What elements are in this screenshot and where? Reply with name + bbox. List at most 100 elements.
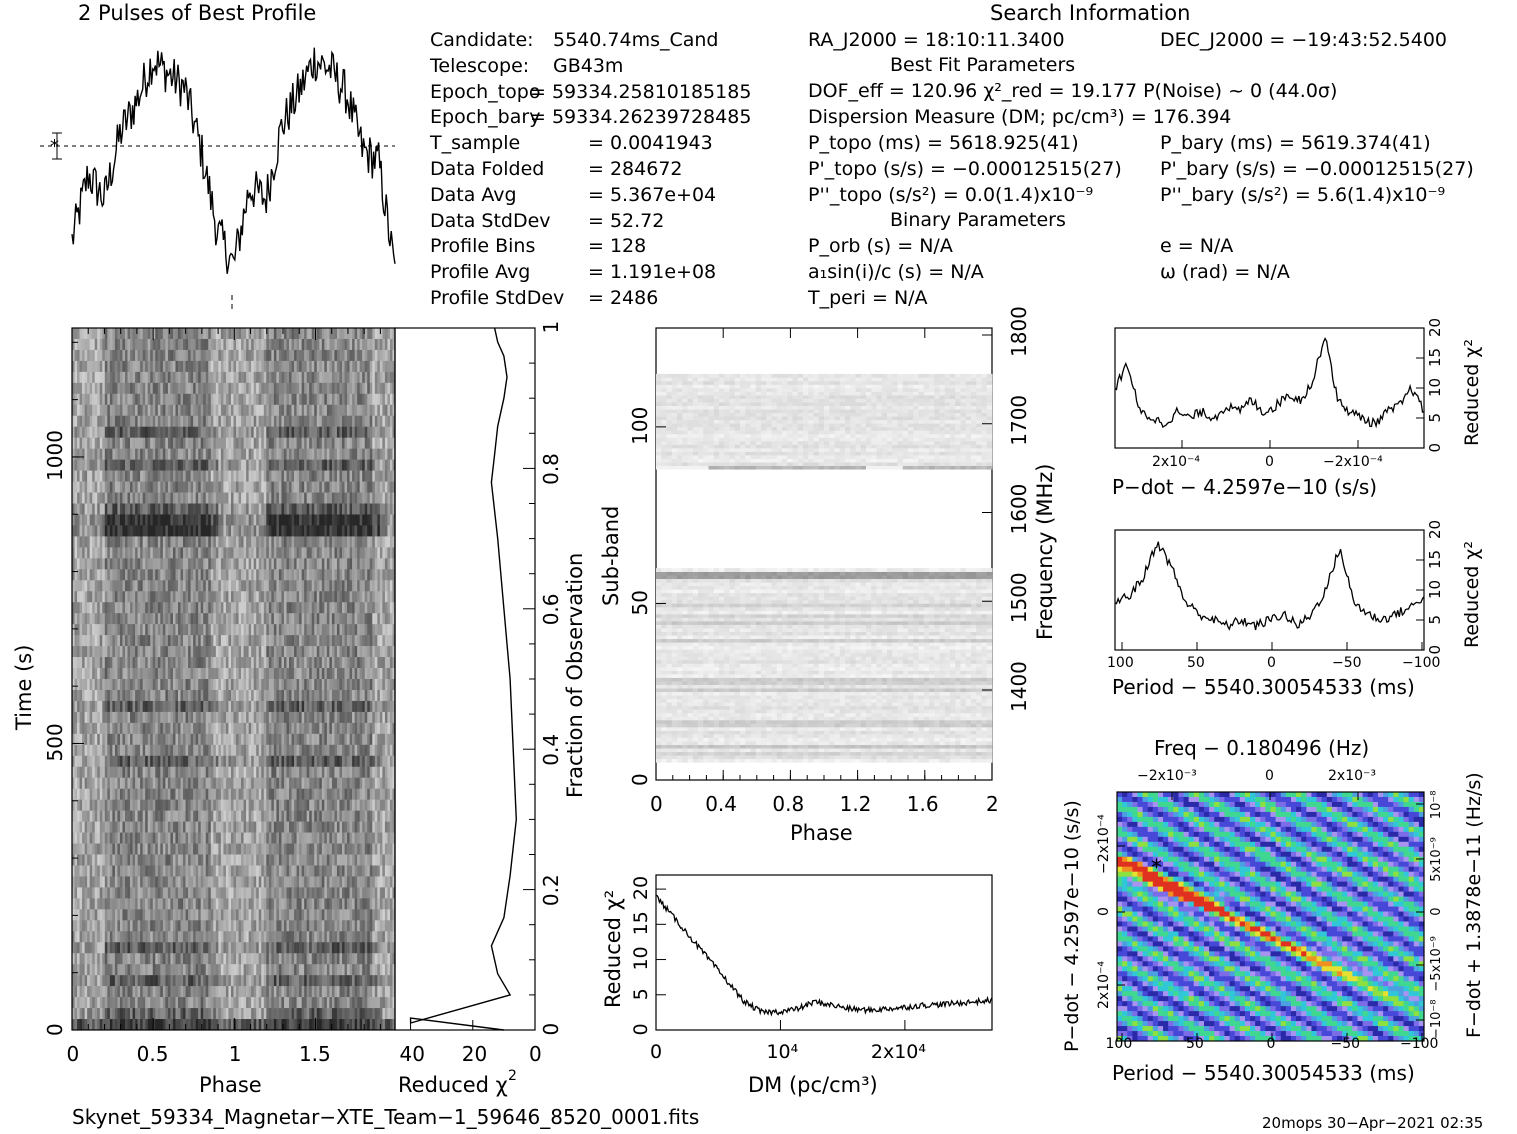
time-phase-cell — [218, 679, 221, 690]
time-phase-cell — [82, 427, 85, 438]
time-phase-cell — [183, 339, 186, 350]
time-phase-cell — [201, 657, 204, 668]
time-phase-cell — [145, 460, 148, 471]
time-phase-cell — [155, 657, 158, 668]
time-phase-cell — [97, 668, 100, 679]
time-phase-cell — [365, 493, 368, 504]
time-phase-cell — [246, 405, 249, 416]
time-phase-cell — [145, 613, 148, 624]
time-phase-cell — [299, 580, 302, 591]
time-phase-cell — [206, 438, 209, 449]
time-phase-cell — [133, 558, 136, 569]
time-phase-cell — [317, 591, 320, 602]
time-phase-cell — [329, 525, 332, 536]
time-phase-cell — [155, 712, 158, 723]
time-phase-cell — [314, 602, 317, 613]
time-phase-cell — [352, 405, 355, 416]
time-phase-cell — [181, 460, 184, 471]
time-phase-cell — [377, 657, 380, 668]
time-phase-cell — [276, 416, 279, 427]
time-phase-cell — [97, 690, 100, 701]
time-phase-cell — [309, 536, 312, 547]
time-phase-cell — [307, 701, 310, 712]
time-phase-cell — [198, 471, 201, 482]
time-phase-cell — [163, 438, 166, 449]
time-phase-cell — [292, 602, 295, 613]
time-phase-cell — [239, 493, 242, 504]
time-phase-cell — [145, 471, 148, 482]
time-phase-cell — [191, 328, 194, 339]
time-phase-cell — [102, 536, 105, 547]
time-phase-cell — [75, 679, 78, 690]
time-phase-cell — [178, 613, 181, 624]
time-phase-cell — [145, 745, 148, 756]
time-phase-cell — [175, 613, 178, 624]
time-phase-cell — [390, 471, 393, 482]
time-phase-cell — [307, 745, 310, 756]
time-phase-cell — [329, 405, 332, 416]
time-phase-cell — [261, 482, 264, 493]
time-phase-cell — [289, 427, 292, 438]
time-phase-cell — [264, 580, 267, 591]
time-phase-cell — [322, 624, 325, 635]
time-phase-cell — [249, 504, 252, 515]
time-phase-cell — [241, 646, 244, 657]
time-phase-cell — [173, 460, 176, 471]
time-phase-cell — [254, 504, 257, 515]
time-phase-cell — [158, 525, 161, 536]
time-phase-cell — [110, 339, 113, 350]
time-phase-cell — [153, 547, 156, 558]
time-phase-cell — [201, 372, 204, 383]
time-phase-cell — [350, 427, 353, 438]
time-phase-cell — [87, 493, 90, 504]
time-phase-cell — [347, 460, 350, 471]
time-phase-cell — [382, 449, 385, 460]
time-phase-cell — [203, 536, 206, 547]
time-phase-cell — [302, 405, 305, 416]
time-phase-cell — [314, 416, 317, 427]
time-phase-cell — [259, 723, 262, 734]
time-phase-cell — [246, 745, 249, 756]
time-phase-cell — [264, 591, 267, 602]
time-phase-cell — [264, 372, 267, 383]
time-phase-cell — [178, 339, 181, 350]
time-phase-cell — [236, 580, 239, 591]
time-phase-cell — [181, 372, 184, 383]
time-phase-cell — [292, 646, 295, 657]
time-phase-cell — [271, 328, 274, 339]
time-phase-cell — [269, 525, 272, 536]
time-phase-cell — [234, 416, 237, 427]
time-phase-cell — [357, 493, 360, 504]
time-phase-cell — [239, 339, 242, 350]
time-phase-cell — [208, 558, 211, 569]
time-phase-cell — [274, 657, 277, 668]
time-phase-cell — [135, 339, 138, 350]
time-phase-cell — [299, 383, 302, 394]
time-phase-cell — [292, 679, 295, 690]
time-phase-cell — [183, 613, 186, 624]
time-phase-cell — [128, 427, 131, 438]
time-phase-cell — [186, 405, 189, 416]
time-phase-cell — [107, 723, 110, 734]
time-phase-cell — [294, 701, 297, 712]
time-phase-cell — [387, 328, 390, 339]
time-phase-cell — [339, 657, 342, 668]
time-phase-cell — [138, 328, 141, 339]
time-phase-cell — [284, 745, 287, 756]
time-phase-cell — [75, 591, 78, 602]
time-phase-cell — [390, 591, 393, 602]
time-phase-cell — [203, 514, 206, 525]
time-phase-cell — [85, 745, 88, 756]
time-phase-cell — [362, 723, 365, 734]
time-phase-cell — [140, 657, 143, 668]
time-phase-cell — [80, 427, 83, 438]
time-phase-cell — [307, 405, 310, 416]
time-phase-cell — [148, 328, 151, 339]
time-phase-cell — [87, 657, 90, 668]
time-phase-cell — [360, 482, 363, 493]
time-phase-cell — [173, 525, 176, 536]
time-phase-cell — [188, 350, 191, 361]
time-phase-cell — [158, 339, 161, 350]
time-phase-cell — [168, 690, 171, 701]
time-phase-cell — [138, 339, 141, 350]
